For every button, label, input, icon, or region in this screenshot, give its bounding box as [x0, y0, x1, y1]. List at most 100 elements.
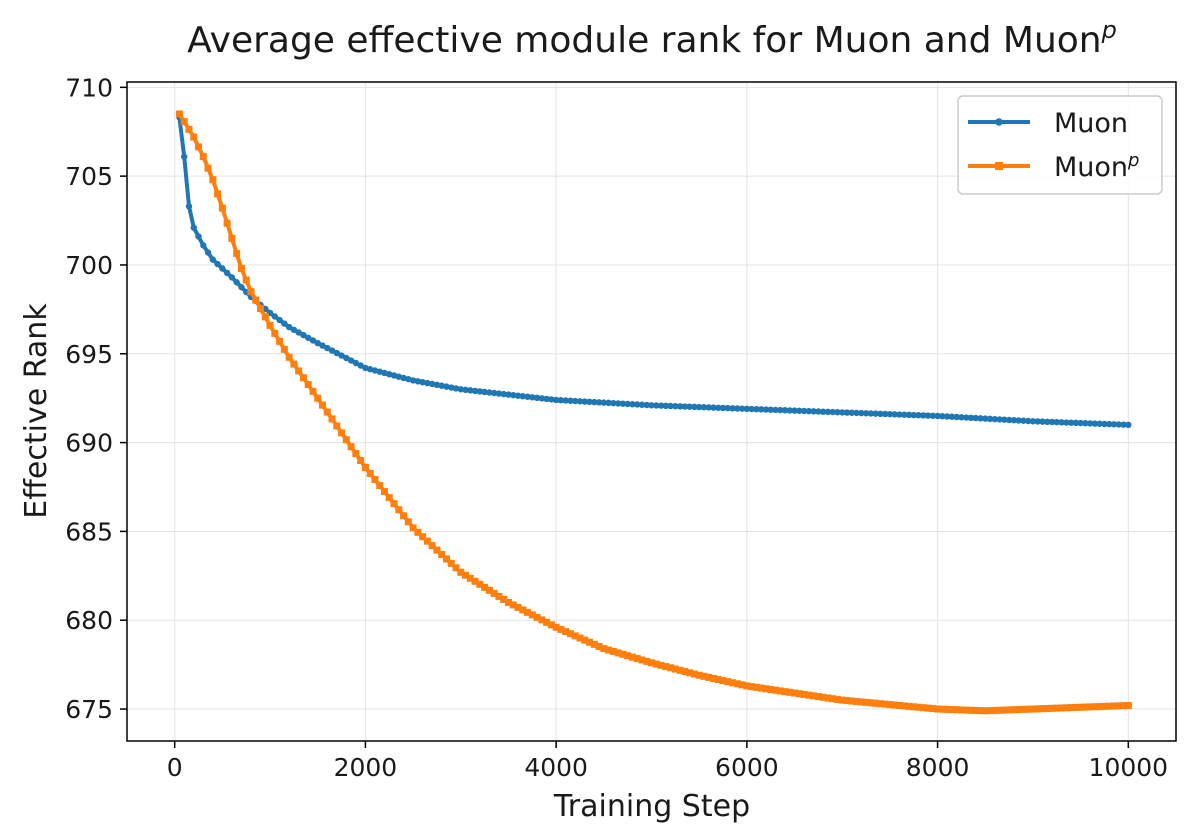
data-point: [986, 707, 994, 715]
x-tick-label: 10000: [1089, 753, 1169, 782]
data-point: [466, 574, 474, 582]
data-point: [219, 265, 226, 272]
data-point: [538, 616, 546, 624]
data-point: [519, 393, 526, 400]
data-point: [853, 697, 861, 705]
data-point: [1001, 416, 1008, 423]
data-point: [428, 380, 436, 388]
data-point: [734, 405, 741, 412]
data-point: [328, 415, 336, 423]
data-point: [324, 344, 331, 352]
data-point: [285, 353, 293, 361]
data-point: [1120, 421, 1127, 428]
data-point: [977, 707, 985, 715]
data-point: [1010, 706, 1018, 714]
data-point: [524, 393, 531, 400]
data-point: [633, 401, 641, 408]
data-point: [929, 412, 937, 419]
data-point: [385, 494, 393, 502]
data-point: [781, 407, 789, 414]
data-point: [314, 394, 322, 402]
data-point: [533, 394, 541, 402]
data-point: [237, 265, 245, 273]
data-point: [857, 698, 865, 706]
data-point: [586, 638, 594, 646]
data-point: [280, 345, 288, 353]
data-point: [900, 702, 908, 710]
data-point: [1053, 418, 1060, 426]
data-point: [595, 643, 603, 651]
y-axis-title: Effective Rank: [19, 303, 54, 519]
data-point: [285, 323, 293, 331]
data-point: [938, 705, 946, 713]
data-point: [419, 533, 427, 541]
data-point: [690, 670, 698, 678]
data-point: [972, 706, 980, 714]
data-point: [814, 693, 822, 701]
data-point: [185, 203, 193, 210]
data-point: [276, 337, 284, 345]
data-point: [1125, 421, 1132, 429]
data-point: [514, 603, 522, 611]
data-point: [576, 398, 584, 405]
data-point: [271, 329, 279, 337]
data-point: [1115, 702, 1123, 710]
data-point: [829, 408, 836, 416]
data-point: [700, 672, 708, 680]
data-point: [342, 436, 350, 444]
data-point: [361, 463, 369, 471]
data-point: [214, 190, 222, 198]
data-point: [333, 422, 341, 430]
data-point: [962, 706, 970, 714]
data-point: [1005, 706, 1013, 714]
data-point: [543, 395, 550, 403]
data-point: [858, 409, 865, 417]
data-point: [175, 110, 183, 118]
data-point: [490, 589, 498, 597]
data-point: [448, 384, 455, 391]
data-point: [423, 537, 431, 545]
series-line: [177, 112, 1131, 713]
data-point: [300, 331, 307, 339]
data-point: [181, 153, 188, 160]
data-point: [695, 671, 703, 679]
data-point: [414, 528, 422, 536]
plot-frame: [126, 81, 1177, 742]
data-point: [352, 450, 360, 458]
data-point: [347, 443, 355, 451]
data-point: [796, 407, 803, 414]
data-point: [1000, 706, 1008, 714]
data-point: [872, 699, 880, 707]
data-point: [1072, 419, 1080, 427]
data-point: [390, 500, 398, 508]
data-point: [963, 414, 970, 421]
data-point: [524, 608, 532, 616]
data-point: [982, 415, 989, 422]
data-point: [586, 398, 593, 406]
data-point: [1024, 705, 1032, 713]
data-point: [1044, 418, 1051, 426]
data-point: [810, 692, 818, 700]
data-point: [714, 676, 722, 684]
data-point: [572, 397, 579, 405]
data-point: [967, 706, 975, 714]
data-point: [776, 687, 784, 695]
data-point: [500, 390, 507, 398]
data-point: [1081, 703, 1089, 711]
data-point: [667, 664, 675, 672]
data-point: [581, 636, 589, 644]
series-markers: [176, 114, 1132, 429]
data-point: [1067, 419, 1075, 426]
data-point: [476, 388, 484, 395]
data-point: [428, 542, 436, 550]
y-tick-label: 695: [65, 340, 113, 369]
data-point: [481, 388, 488, 396]
data-point: [791, 407, 798, 414]
y-tick-label: 685: [65, 517, 113, 546]
data-point: [800, 407, 808, 415]
data-point: [295, 329, 302, 336]
data-point: [843, 409, 851, 416]
data-point: [819, 408, 827, 415]
data-point: [786, 407, 793, 414]
data-point: [738, 681, 746, 689]
